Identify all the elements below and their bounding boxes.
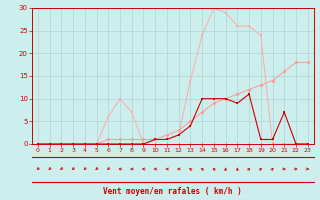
Text: Vent moyen/en rafales ( km/h ): Vent moyen/en rafales ( km/h )	[103, 187, 242, 196]
